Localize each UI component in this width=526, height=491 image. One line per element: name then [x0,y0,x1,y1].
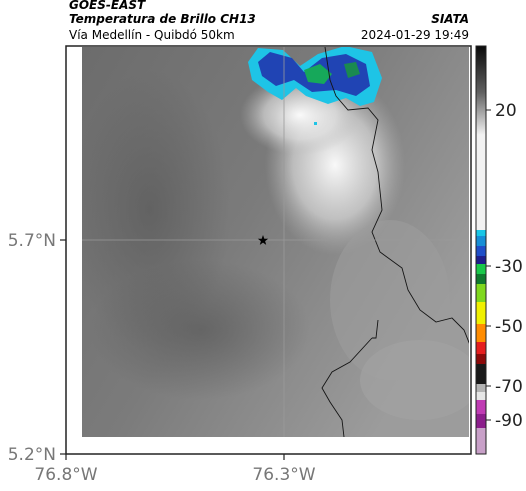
colorbar [475,45,491,455]
star-marker [257,235,269,245]
satellite-title: GOES-EAST [69,0,146,12]
latitude-label: 5.2°N [8,445,56,465]
colorbar-label: 20 [495,101,517,121]
product-title: Temperatura de Brillo CH13 [69,12,256,26]
datetime-label: 2024-01-29 19:49 [360,28,469,42]
colorbar-label: -90 [495,411,523,431]
satellite-image [82,47,469,437]
latitude-label: 5.7°N [8,231,56,251]
colorbar-label: -30 [495,257,523,277]
longitude-label: 76.8°W [34,465,97,485]
colorbar-label: -50 [495,317,523,337]
route-subtitle: Vía Medellín - Quibdó 50km [69,28,235,42]
organization-label: SIATA [431,12,469,26]
colorbar-label: -70 [495,377,523,397]
longitude-label: 76.3°W [252,465,315,485]
